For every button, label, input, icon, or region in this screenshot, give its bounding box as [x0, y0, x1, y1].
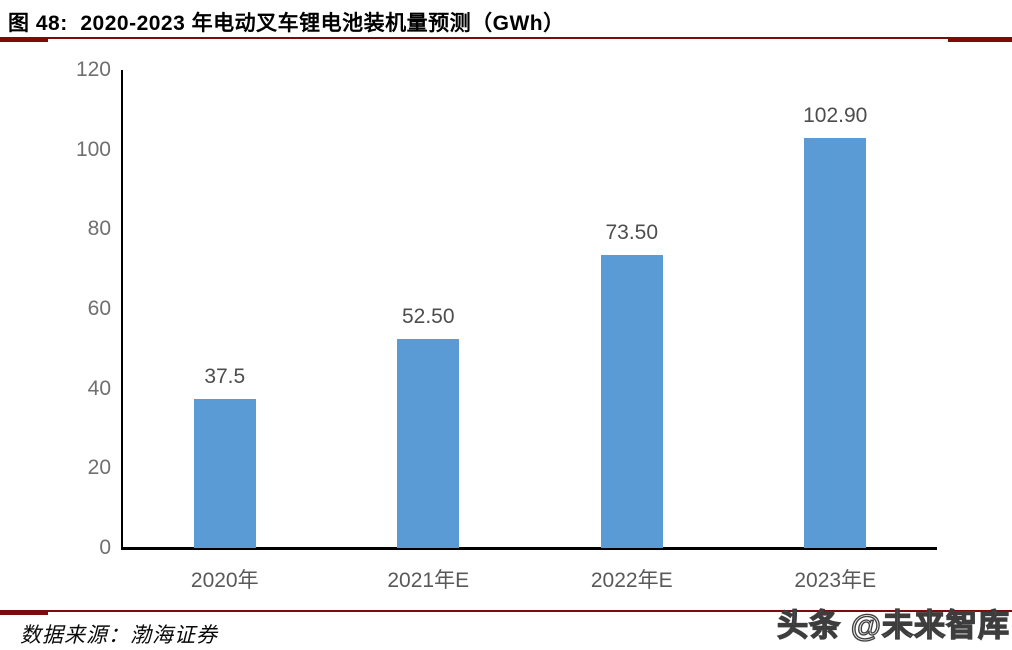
bar-group: 37.5	[123, 70, 327, 548]
plot-area: 37.5 52.50 73.50 102.90	[123, 70, 937, 548]
bar-value-label: 52.50	[401, 305, 455, 328]
bar-value-label: 37.5	[204, 365, 246, 388]
rule-thin-line	[0, 37, 1012, 39]
y-axis-tick-label: 20	[87, 456, 111, 480]
x-axis-category-label: 2020年	[190, 569, 259, 592]
y-axis-tick-label: 40	[87, 376, 111, 400]
data-source-note: 数据来源：渤海证券	[20, 623, 218, 647]
footer-divider-rule	[0, 610, 1012, 615]
bar	[193, 399, 256, 548]
x-axis-line	[121, 547, 937, 550]
x-axis-category-label: 2021年E	[387, 569, 470, 592]
bar-value-label: 73.50	[605, 221, 659, 244]
toutiao-watermark: 头条 @未来智库	[777, 607, 1010, 643]
bar	[804, 138, 867, 548]
y-axis-tick-label: 0	[99, 536, 111, 559]
bar-group: 73.50	[530, 70, 734, 548]
rule-thick-right-segment	[948, 37, 1012, 42]
figure-title: 图 48: 2020-2023 年电动叉车锂电池装机量预测（GWh）	[8, 12, 565, 35]
x-axis-category-label: 2022年E	[590, 569, 673, 592]
y-axis-tick-label: 100	[75, 137, 111, 161]
y-axis-tick-label: 120	[75, 58, 111, 81]
x-axis-category-label: 2023年E	[794, 569, 877, 592]
y-axis-line	[121, 70, 123, 549]
rule-thin-line	[0, 610, 1012, 612]
y-axis-tick-label: 60	[87, 297, 111, 320]
title-divider-rule	[0, 37, 1012, 42]
bar-group: 52.50	[327, 70, 531, 548]
bar-group: 102.90	[734, 70, 938, 548]
bar-value-label: 102.90	[803, 104, 868, 127]
rule-thick-left-segment	[0, 37, 48, 42]
bar	[600, 255, 663, 548]
rule-thick-left-segment	[0, 610, 48, 615]
bar	[397, 339, 460, 548]
x-axis-labels: 2020年 2021年E 2022年E 2023年E	[123, 556, 937, 594]
y-axis-tick-label: 80	[87, 217, 111, 241]
